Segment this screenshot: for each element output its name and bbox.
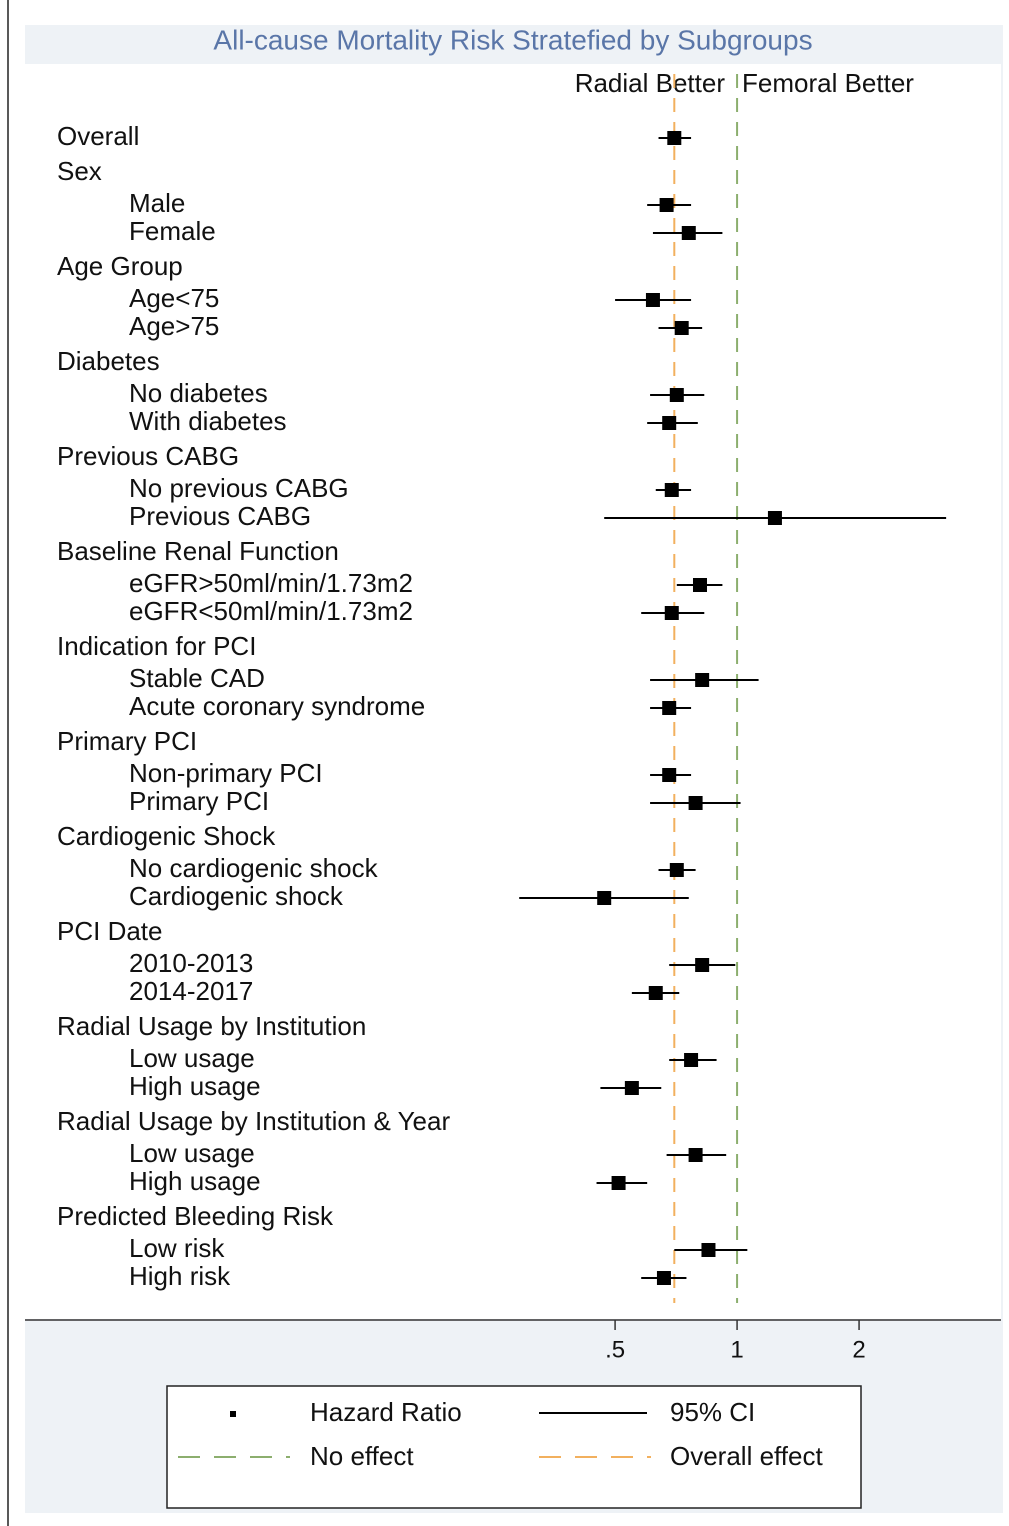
legend-symbol	[230, 1411, 236, 1417]
group-label: Cardiogenic Shock	[57, 821, 276, 851]
hr-marker	[667, 131, 682, 145]
group-label: Indication for PCI	[57, 631, 256, 661]
hr-marker	[624, 1081, 639, 1095]
hr-marker	[597, 891, 612, 905]
hr-marker	[688, 1148, 703, 1162]
subgroup-label: Age>75	[129, 311, 219, 341]
subgroup-label: 2014-2017	[129, 976, 253, 1006]
group-label: Previous CABG	[57, 441, 239, 471]
hr-marker	[692, 578, 707, 592]
x-tick-label: .5	[605, 1336, 625, 1363]
subgroup-label: Acute coronary syndrome	[129, 691, 425, 721]
subgroup-label: High usage	[129, 1166, 261, 1196]
subgroup-label: Female	[129, 216, 216, 246]
hr-marker	[695, 958, 710, 972]
subgroup-label: eGFR>50ml/min/1.73m2	[129, 568, 413, 598]
group-label: Primary PCI	[57, 726, 197, 756]
hr-marker	[662, 768, 677, 782]
legend-label: Hazard Ratio	[310, 1397, 462, 1427]
subgroup-label: Low usage	[129, 1138, 255, 1168]
hr-marker	[767, 511, 782, 525]
hr-marker	[674, 321, 689, 335]
hr-marker	[656, 1271, 671, 1285]
hr-marker	[662, 701, 677, 715]
subgroup-label: eGFR<50ml/min/1.73m2	[129, 596, 413, 626]
group-label: Overall	[57, 121, 139, 151]
subgroup-label: Primary PCI	[129, 786, 269, 816]
legend-label: Overall effect	[670, 1441, 823, 1471]
hr-marker	[688, 796, 703, 810]
subgroup-label: Age<75	[129, 283, 219, 313]
subgroup-label: Low usage	[129, 1043, 255, 1073]
group-label: Radial Usage by Institution & Year	[57, 1106, 450, 1136]
hr-marker	[701, 1243, 716, 1257]
group-label: Radial Usage by Institution	[57, 1011, 366, 1041]
subgroup-label: Low risk	[129, 1233, 225, 1263]
hr-marker	[645, 293, 660, 307]
group-label: Sex	[57, 156, 102, 186]
legend-box	[166, 1385, 862, 1509]
subgroup-label: High risk	[129, 1261, 231, 1291]
subgroup-label: No cardiogenic shock	[129, 853, 379, 883]
hr-marker	[659, 198, 674, 212]
x-tick-label: 2	[852, 1336, 865, 1363]
hr-marker	[681, 226, 696, 240]
subgroup-label: Cardiogenic shock	[129, 881, 344, 911]
left-label: Radial Better	[575, 68, 726, 98]
hr-marker	[684, 1053, 699, 1067]
legend-label: 95% CI	[670, 1397, 755, 1427]
group-label: Diabetes	[57, 346, 160, 376]
hr-marker	[664, 606, 679, 620]
group-label: PCI Date	[57, 916, 163, 946]
subgroup-label: Previous CABG	[129, 501, 311, 531]
right-label: Femoral Better	[742, 68, 914, 98]
x-tick-label: 1	[730, 1336, 743, 1363]
hr-marker	[695, 673, 710, 687]
subgroup-label: With diabetes	[129, 406, 287, 436]
group-label: Baseline Renal Function	[57, 536, 339, 566]
legend-label: No effect	[310, 1441, 414, 1471]
subgroup-label: No diabetes	[129, 378, 268, 408]
hr-marker	[648, 986, 663, 1000]
hr-marker	[664, 483, 679, 497]
subgroup-label: Male	[129, 188, 185, 218]
subgroup-label: High usage	[129, 1071, 261, 1101]
hr-marker	[669, 388, 684, 402]
plot-area	[25, 64, 1001, 1319]
chart-title: All-cause Mortality Risk Stratefied by S…	[213, 24, 812, 55]
subgroup-label: 2010-2013	[129, 948, 253, 978]
group-label: Predicted Bleeding Risk	[57, 1201, 334, 1231]
hr-marker	[669, 863, 684, 877]
hr-marker	[611, 1176, 626, 1190]
group-label: Age Group	[57, 251, 183, 281]
subgroup-label: Stable CAD	[129, 663, 265, 693]
hr-marker	[662, 416, 677, 430]
subgroup-label: Non-primary PCI	[129, 758, 323, 788]
subgroup-label: No previous CABG	[129, 473, 349, 503]
